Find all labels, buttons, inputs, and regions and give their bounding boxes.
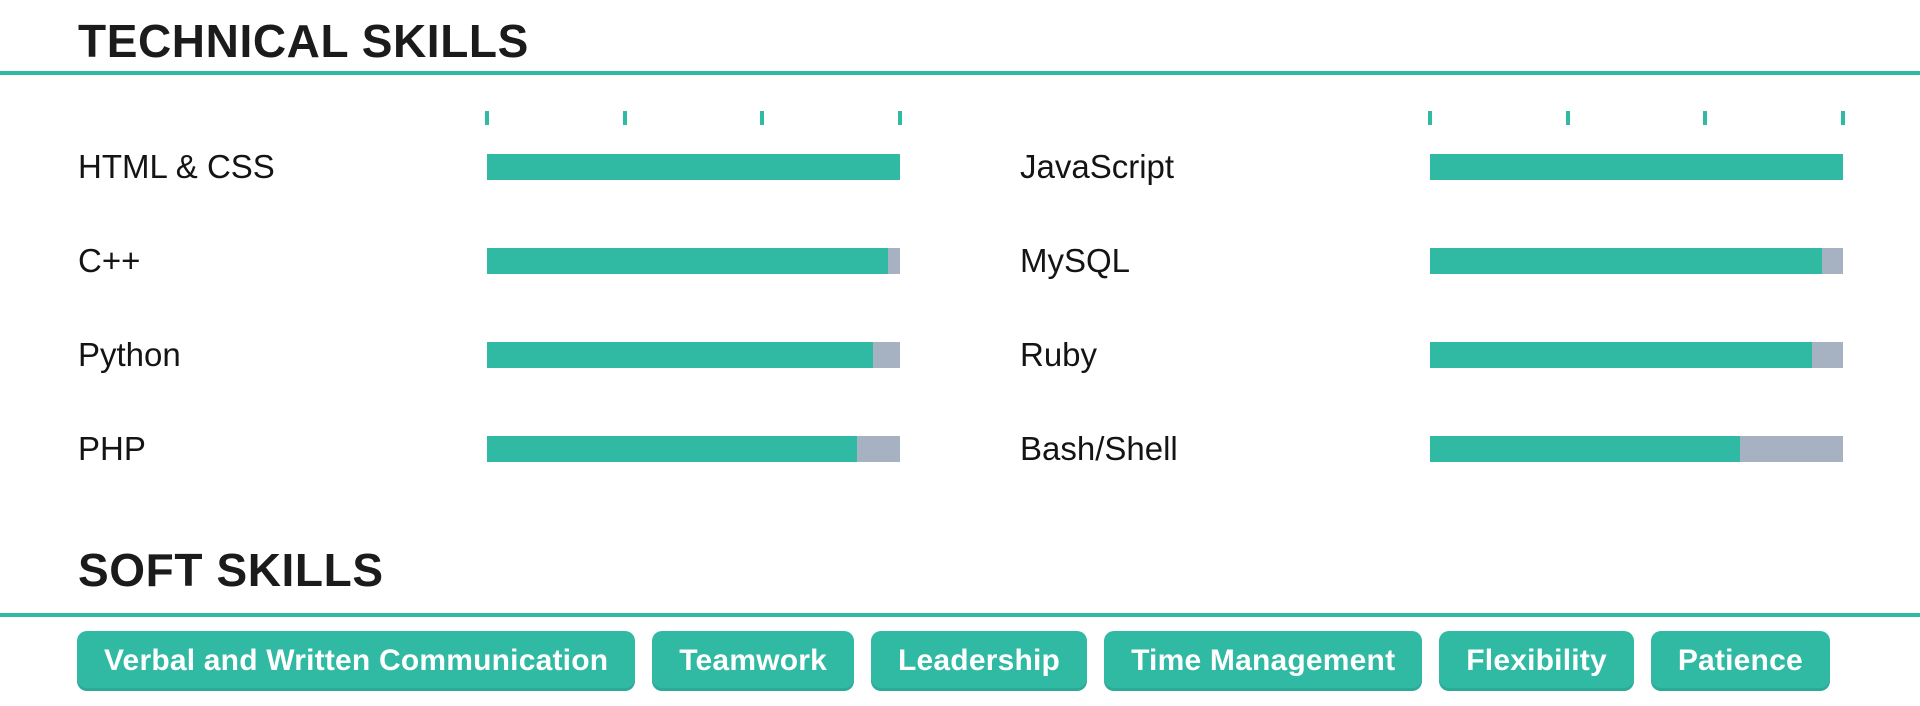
skill-level-fill bbox=[487, 341, 874, 368]
soft-skill-pill: Verbal and Written Communication bbox=[77, 631, 636, 692]
scale-tick-icon bbox=[898, 111, 902, 126]
skill-label: MySQL bbox=[1020, 242, 1131, 280]
skill-level-bar bbox=[1430, 435, 1843, 462]
skill-level-bar bbox=[1430, 341, 1843, 368]
skill-level-bar bbox=[1430, 153, 1843, 180]
skill-label: HTML & CSS bbox=[78, 148, 275, 186]
scale-tick-icon bbox=[1565, 111, 1570, 126]
skill-label: Ruby bbox=[1020, 336, 1098, 374]
skill-level-bar bbox=[1430, 247, 1843, 274]
soft-skill-pill: Leadership bbox=[871, 631, 1088, 692]
scale-tick-icon bbox=[622, 111, 627, 126]
skill-label: Bash/Shell bbox=[1020, 430, 1178, 468]
soft-skill-pill: Time Management bbox=[1104, 631, 1423, 692]
scale-tick-icon bbox=[485, 111, 489, 126]
skill-level-bar bbox=[487, 435, 900, 462]
scale-tick-icon bbox=[760, 111, 765, 126]
skill-level-fill bbox=[487, 247, 888, 274]
skill-level-bar bbox=[487, 153, 900, 180]
skill-level-bar bbox=[487, 341, 900, 368]
skill-label: JavaScript bbox=[1020, 148, 1175, 186]
soft-section-rule bbox=[0, 613, 1920, 618]
tick-strip-left bbox=[485, 111, 902, 126]
skill-level-fill bbox=[1430, 435, 1740, 462]
scale-tick-icon bbox=[1841, 111, 1845, 126]
soft-skills-title: SOFT SKILLS bbox=[78, 544, 384, 597]
technical-skills-grid: HTML & CSS JavaScript C++ MySQL Python Ruby PH… bbox=[78, 150, 1843, 465]
skill-level-fill bbox=[1430, 341, 1813, 368]
skill-label: PHP bbox=[78, 430, 146, 468]
technical-skills-title: TECHNICAL SKILLS bbox=[78, 15, 529, 67]
technical-skills-section: TECHNICAL SKILLS HTML & CSS JavaScript C++… bbox=[0, 14, 1920, 465]
skill-level-bar bbox=[487, 247, 900, 274]
scale-tick-icon bbox=[1428, 111, 1432, 126]
soft-skill-pill: Patience bbox=[1650, 631, 1830, 692]
scale-tick-icon bbox=[1703, 111, 1708, 126]
skill-label: Python bbox=[78, 336, 181, 374]
skill-label: C++ bbox=[78, 242, 141, 280]
skill-level-fill bbox=[487, 435, 857, 462]
soft-skills-section: SOFT SKILLS Verbal and Written Communica… bbox=[0, 543, 1920, 692]
skill-level-fill bbox=[1430, 247, 1823, 274]
soft-skill-pill: Flexibility bbox=[1439, 631, 1634, 692]
soft-skill-pills: Verbal and Written Communication Teamwork… bbox=[77, 631, 1920, 692]
tick-strip-right bbox=[1428, 111, 1845, 126]
skill-level-fill bbox=[487, 153, 900, 180]
skill-level-fill bbox=[1430, 153, 1843, 180]
soft-skill-pill: Teamwork bbox=[652, 631, 855, 692]
tick-row bbox=[78, 111, 1845, 126]
technical-section-rule bbox=[0, 71, 1920, 76]
